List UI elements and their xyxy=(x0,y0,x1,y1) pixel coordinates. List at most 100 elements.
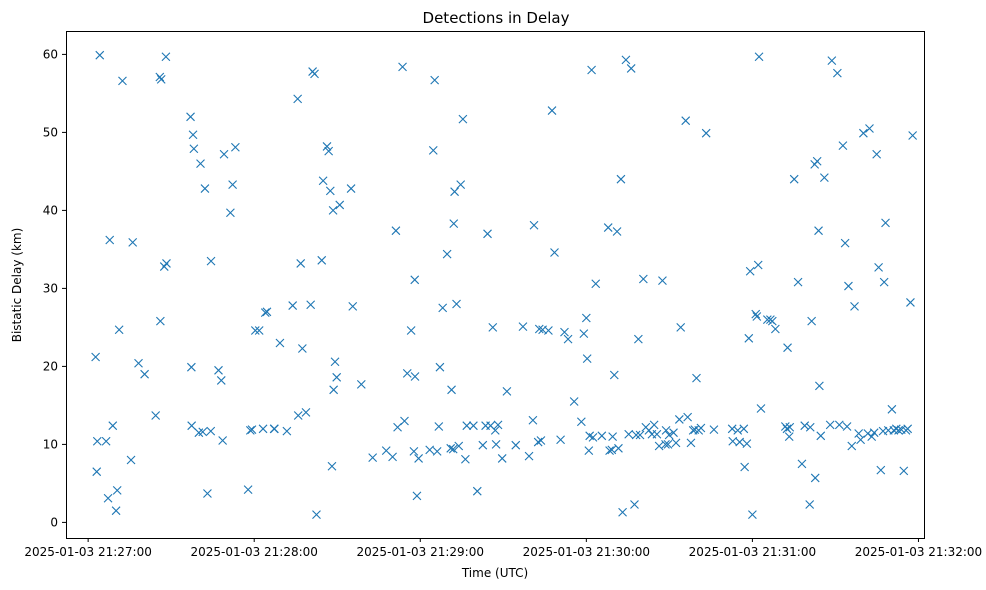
data-point xyxy=(432,447,442,456)
data-point xyxy=(881,218,890,228)
data-point xyxy=(807,316,817,326)
y-axis-ticks: 0 10 20 30 40 50 60 xyxy=(43,47,66,529)
data-point xyxy=(752,312,762,321)
data-point xyxy=(187,421,197,431)
data-point xyxy=(325,186,335,196)
data-point xyxy=(454,441,464,451)
data-point xyxy=(800,421,810,431)
data-point xyxy=(735,437,745,447)
data-point xyxy=(306,300,316,310)
data-point xyxy=(105,235,115,245)
data-point xyxy=(497,454,507,463)
data-point xyxy=(126,455,136,465)
data-point xyxy=(906,298,915,307)
data-point xyxy=(324,146,334,156)
data-point xyxy=(388,452,397,462)
data-point xyxy=(218,436,228,445)
data-point xyxy=(751,309,761,319)
data-point xyxy=(887,404,897,414)
data-point xyxy=(247,425,257,434)
data-point xyxy=(293,411,303,420)
data-point xyxy=(603,223,613,232)
data-point xyxy=(493,420,503,430)
data-point xyxy=(434,422,444,431)
data-point xyxy=(744,333,754,343)
data-point xyxy=(317,255,327,265)
data-point xyxy=(638,274,648,284)
data-point xyxy=(162,259,171,268)
data-point xyxy=(550,248,559,257)
x-tick-label: 2025-01-03 21:28:00 xyxy=(190,545,317,559)
plot-area-frame xyxy=(66,31,925,539)
data-point xyxy=(488,323,498,332)
data-point xyxy=(762,315,772,324)
data-point xyxy=(727,424,737,434)
data-point xyxy=(330,357,340,367)
data-point xyxy=(511,440,521,450)
x-tick-label: 2025-01-03 21:29:00 xyxy=(357,545,484,559)
data-point xyxy=(681,116,691,126)
data-point xyxy=(448,444,458,454)
y-tick-label: 50 xyxy=(43,125,58,139)
data-point xyxy=(696,423,706,433)
data-point xyxy=(767,316,777,326)
data-point xyxy=(614,443,623,453)
data-point xyxy=(446,443,456,453)
data-point xyxy=(581,313,591,323)
data-point xyxy=(591,279,601,289)
data-point xyxy=(219,149,229,159)
data-point xyxy=(865,124,874,133)
x-tick-label: 2025-01-03 21:32:00 xyxy=(855,545,982,559)
data-point xyxy=(785,422,795,432)
data-point xyxy=(797,459,807,469)
data-point xyxy=(456,180,466,190)
data-point xyxy=(683,412,693,422)
data-point xyxy=(402,369,412,378)
data-point xyxy=(91,352,101,362)
data-point xyxy=(674,415,684,424)
data-point xyxy=(661,440,670,449)
data-point xyxy=(867,432,877,441)
data-point xyxy=(908,131,918,140)
data-point xyxy=(838,141,848,151)
chart-title: Detections in Delay xyxy=(423,9,570,27)
data-point xyxy=(701,128,711,138)
data-point xyxy=(635,430,645,440)
data-point xyxy=(293,94,303,104)
data-point xyxy=(288,301,298,310)
data-point xyxy=(410,372,420,381)
data-point xyxy=(472,486,482,496)
data-point xyxy=(810,473,820,483)
data-point xyxy=(368,453,378,463)
data-point xyxy=(812,156,822,166)
data-point xyxy=(203,489,212,498)
data-point xyxy=(661,425,671,435)
data-point xyxy=(814,226,823,236)
data-point xyxy=(858,128,868,138)
data-point xyxy=(118,76,127,86)
data-point xyxy=(188,130,198,140)
data-point xyxy=(469,421,478,431)
data-point xyxy=(856,435,866,445)
data-point xyxy=(544,326,553,335)
data-point xyxy=(534,324,544,334)
data-point xyxy=(740,462,750,472)
data-point xyxy=(260,308,270,317)
data-point xyxy=(198,427,208,437)
data-point xyxy=(502,386,512,396)
data-point xyxy=(742,439,752,449)
data-point xyxy=(563,334,573,344)
data-point xyxy=(328,206,338,215)
data-point xyxy=(412,491,422,501)
data-point xyxy=(442,249,452,259)
data-point xyxy=(435,362,445,372)
data-point xyxy=(409,447,419,456)
data-points xyxy=(91,50,918,519)
data-point xyxy=(607,445,617,455)
data-point xyxy=(547,106,557,115)
data-point xyxy=(301,408,311,417)
data-point xyxy=(282,426,292,436)
data-point xyxy=(206,426,216,436)
data-point xyxy=(626,64,636,73)
data-point xyxy=(847,441,857,451)
